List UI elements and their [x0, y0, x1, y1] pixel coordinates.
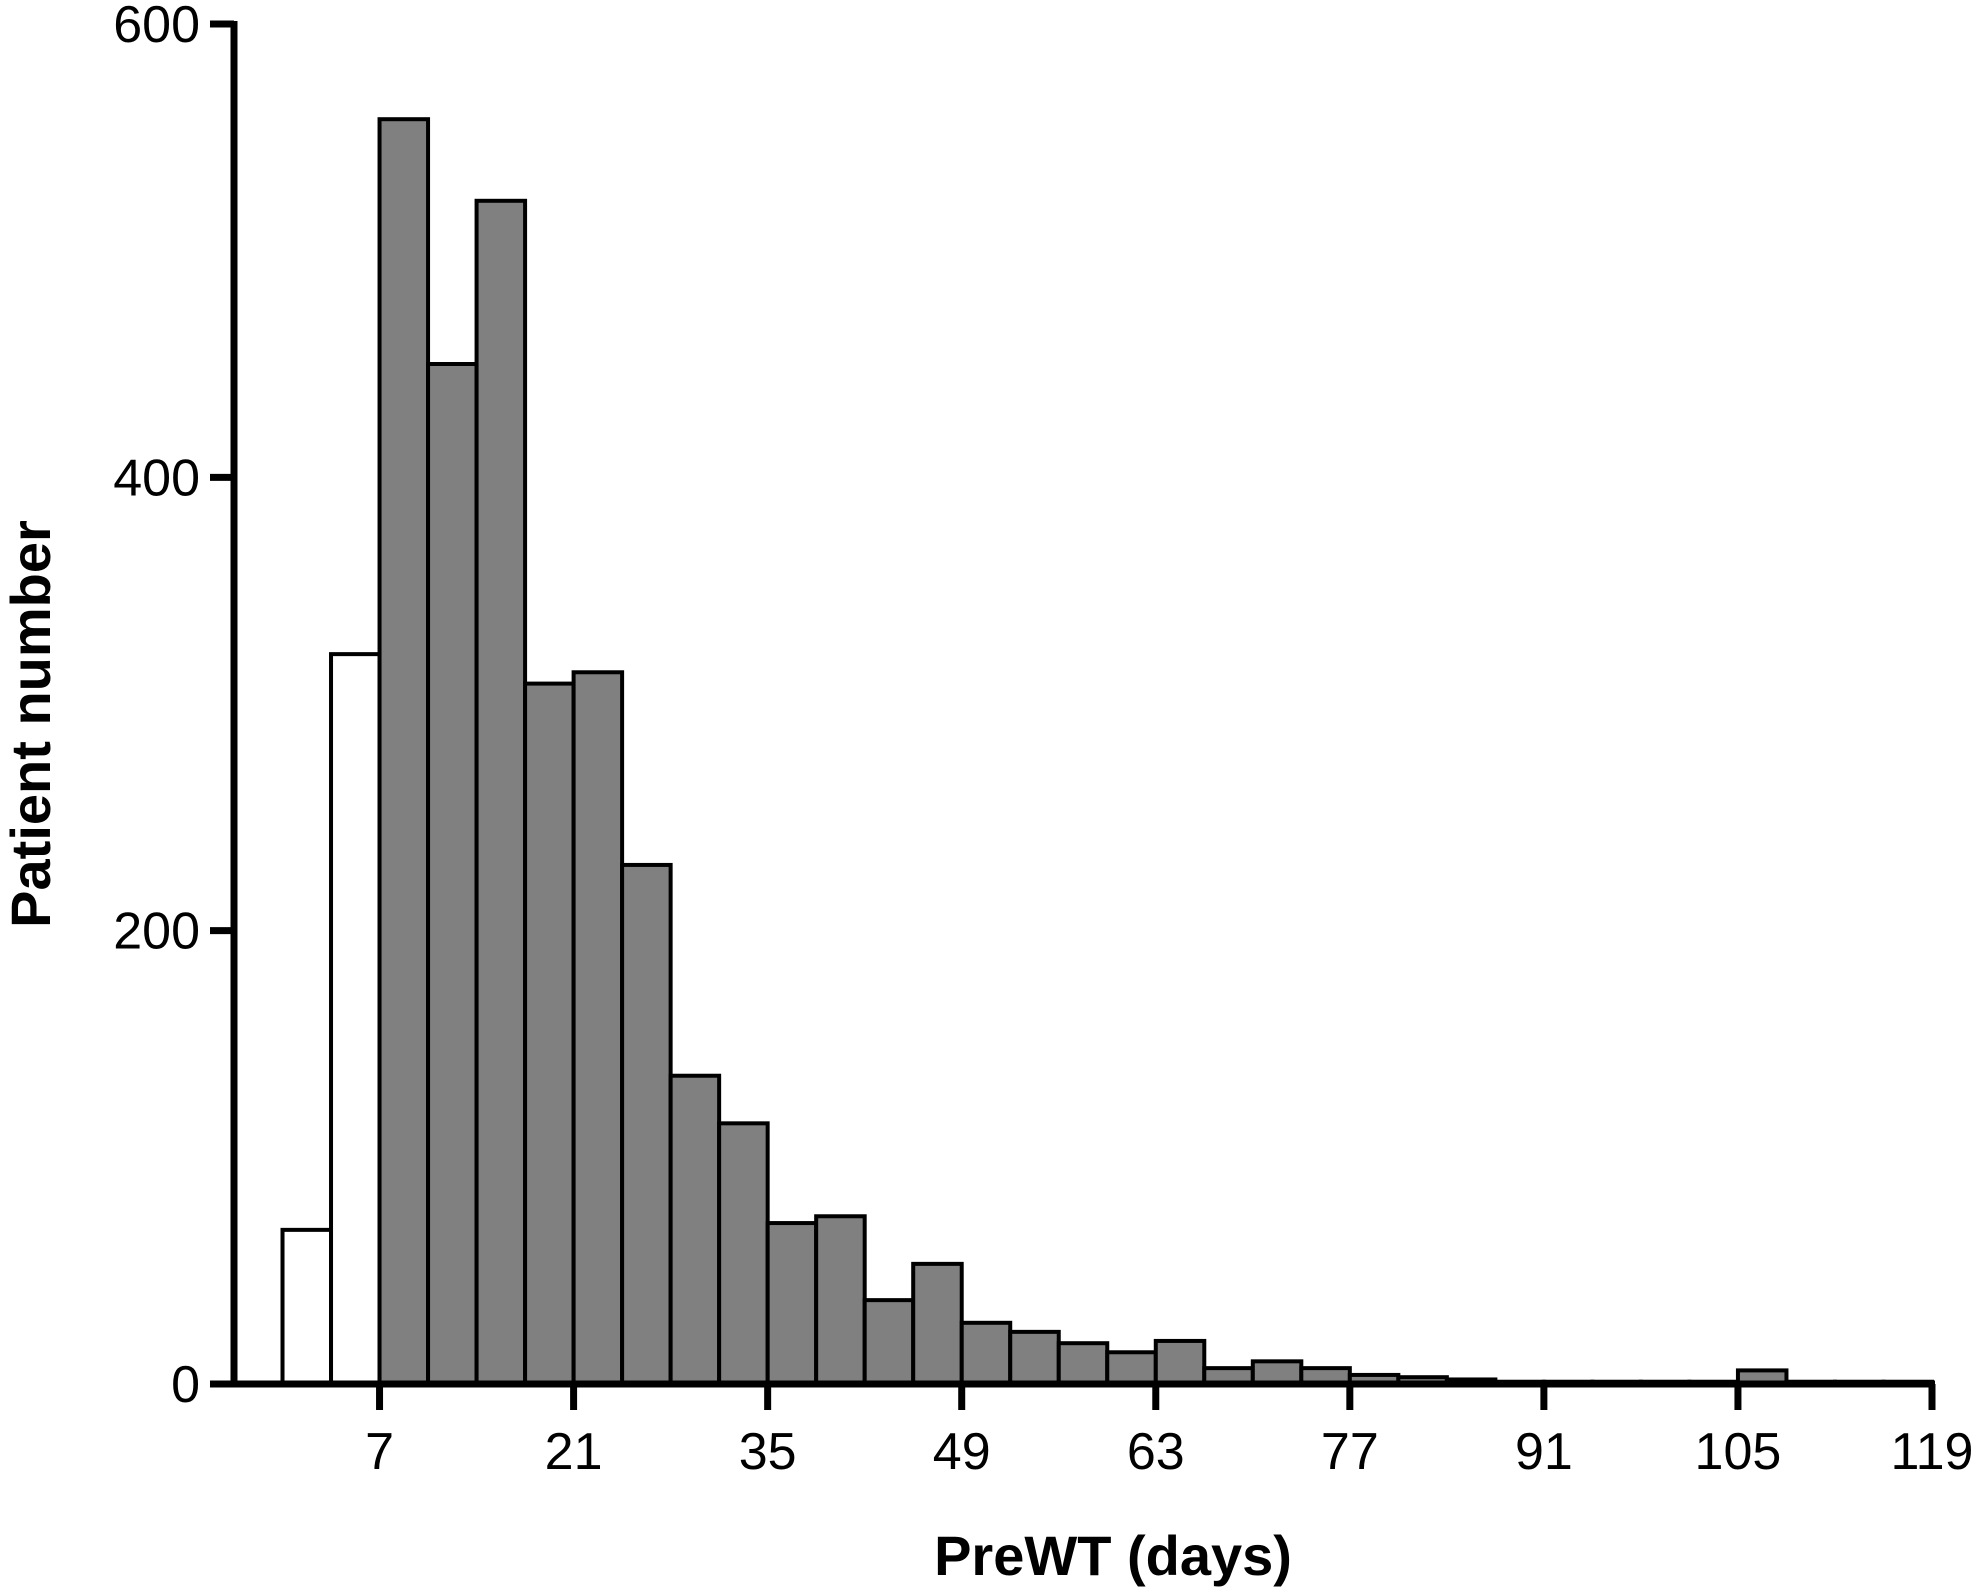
bar-4: [474, 198, 528, 1386]
bar-8: [668, 1073, 722, 1386]
y-tick-label-600: 600: [113, 0, 200, 54]
bar-1: [329, 652, 382, 1386]
x-tick-label-91: 91: [1515, 1423, 1573, 1481]
bar-10: [765, 1221, 819, 1386]
bar-13: [911, 1261, 964, 1387]
x-tick-label-105: 105: [1695, 1423, 1782, 1481]
y-axis-title: Patient number: [0, 520, 62, 928]
bar-12: [862, 1298, 916, 1386]
bar-11: [814, 1214, 867, 1387]
y-tick-label-200: 200: [113, 903, 200, 961]
bar-0: [280, 1227, 334, 1387]
x-tick-label-35: 35: [739, 1423, 797, 1481]
bar-18: [1153, 1338, 1207, 1387]
bar-6: [571, 670, 625, 1386]
bar-7: [620, 862, 673, 1386]
y-tick-label-400: 400: [113, 449, 200, 507]
tick-labels-group: 0 200 400 600 7 21 35 49 63 77 91 105 119: [113, 0, 1973, 1481]
bar-3: [426, 362, 479, 1386]
x-tick-label-63: 63: [1127, 1423, 1185, 1481]
bars-group: [280, 117, 1935, 1387]
bar-15: [1008, 1329, 1061, 1387]
x-axis-title: PreWT (days): [934, 1524, 1292, 1587]
x-tick-label-7: 7: [365, 1423, 394, 1481]
ticks-group: [210, 20, 1936, 1410]
bar-9: [717, 1121, 770, 1387]
y-tick-label-0: 0: [171, 1356, 200, 1414]
bar-2: [377, 117, 431, 1387]
x-tick-label-21: 21: [545, 1423, 603, 1481]
bar-14: [959, 1320, 1013, 1387]
x-tick-label-77: 77: [1321, 1423, 1379, 1481]
bar-17: [1105, 1350, 1158, 1387]
bar-16: [1056, 1341, 1110, 1386]
x-tick-label-49: 49: [933, 1423, 991, 1481]
x-tick-label-119: 119: [1891, 1423, 1974, 1481]
bar-5: [523, 681, 576, 1386]
